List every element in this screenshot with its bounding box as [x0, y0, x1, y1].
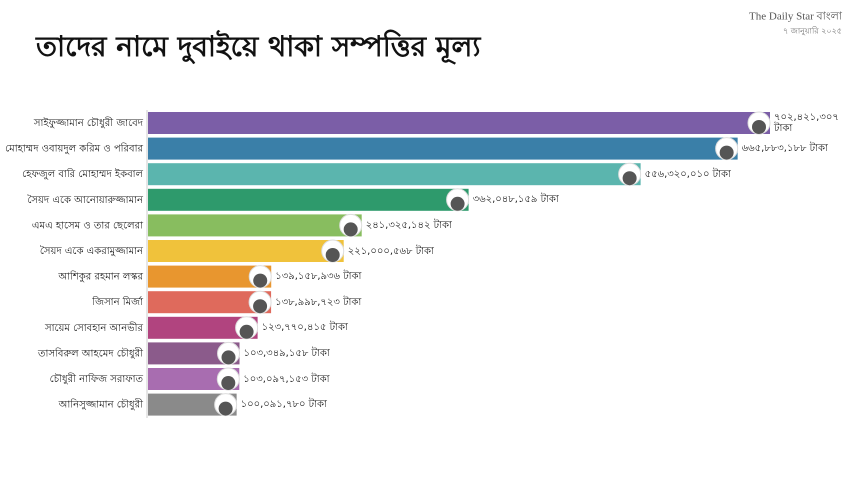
value-label: ১০০,০৯১,৭৮০ টাকা	[240, 399, 327, 411]
photo-figure	[622, 171, 637, 186]
category-label: সৈয়দ একে একরামুজ্জামান	[40, 245, 144, 257]
source: The Daily Star বাংলা	[749, 11, 843, 23]
photo-figure	[752, 120, 766, 134]
category-label: তাসবিরুল আহমেদ চৌধুরী	[37, 346, 143, 359]
value-label: ৩৬২,০৪৮,১৫৯ টাকা	[472, 194, 559, 206]
value-label: ১০৩,০৯৭,১৫৩ টাকা	[243, 373, 330, 385]
category-label: আশিকুর রহমান লস্কর	[57, 271, 143, 283]
value-label: ৬৬৫,৮৮৩,১৮৮ টাকা	[741, 143, 828, 155]
value-label: ২৪১,৩২৫,১৪২ টাকা	[365, 219, 452, 231]
category-label: চৌধুরী নাফিজ সরাফাত	[50, 372, 144, 385]
photo-figure	[325, 248, 340, 262]
category-label: আনিসুজ্জামান চৌধুরী	[58, 398, 144, 411]
value-label: ১০৩,৩৪৯,১৫৮ টাকা	[243, 347, 330, 359]
photo-figure	[253, 273, 268, 288]
value-label: ২২১,০০০,৫৬৮ টাকা	[347, 245, 434, 257]
category-label: সাইফুজ্জামান চৌধুরী জাবেদ	[33, 116, 144, 129]
bar	[148, 393, 237, 416]
photo-figure	[221, 376, 236, 390]
bar	[148, 112, 770, 134]
bar	[148, 316, 258, 339]
category-label: সৈয়দ একে আনোয়ারুজ্জামান	[27, 194, 144, 206]
category-label: জিসান মির্জা	[91, 296, 144, 308]
value-label: ১২৩,৭৭০,৪১৫ টাকা	[261, 322, 348, 334]
category-label: মোহাম্মদ ওবায়দুল করিম ও পরিবার	[5, 143, 143, 155]
bar	[148, 163, 641, 186]
bar	[148, 291, 272, 314]
photo-figure	[719, 145, 734, 160]
bar	[148, 265, 272, 288]
photo-figure	[253, 299, 268, 314]
photo-figure	[343, 222, 358, 237]
bar	[148, 368, 240, 390]
bar	[148, 137, 738, 160]
photo-figure	[450, 196, 465, 211]
value-label: ১৩৮,৯৯৮,৭২৩ টাকা	[275, 296, 362, 308]
category-label: সায়েম সোবহান আনভীর	[44, 321, 144, 334]
value-label: ৭০২,৪২১,৩০৭ টাকা	[774, 112, 839, 134]
bar	[148, 342, 240, 365]
date: ৭ জানুয়ারি ২০২৫	[783, 27, 842, 36]
photo-figure	[239, 324, 254, 339]
category-label: এমএ হাসেম ও তার ছেলেরা	[32, 220, 144, 231]
value-label: ৫৫৬,৩২০,০১০ টাকা	[644, 168, 731, 180]
value-label: ১৩৯,১৫৮,৯৩৬ টাকা	[275, 271, 362, 283]
bar	[148, 188, 469, 211]
photo-figure	[218, 401, 233, 416]
bar	[148, 214, 362, 237]
chart-title: তাদের নামে দুবাইয়ে থাকা সম্পত্তির মূল্য	[35, 29, 481, 65]
category-label: হেফজুল বারি মোহাম্মদ ইকবাল	[22, 168, 143, 180]
photo-figure	[221, 350, 236, 365]
bar	[148, 240, 344, 262]
